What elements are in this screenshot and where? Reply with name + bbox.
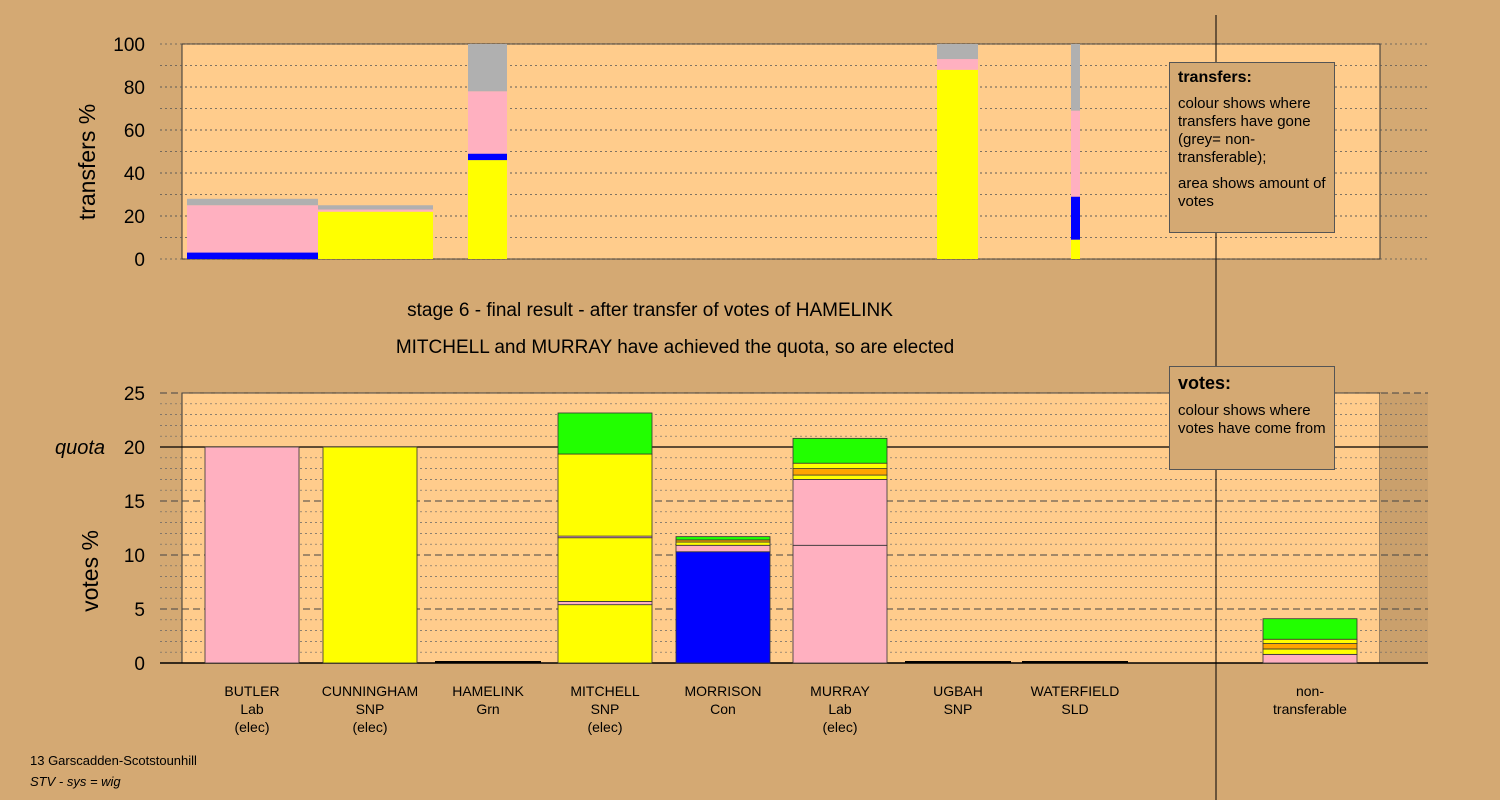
votes-tick-label: 15: [124, 492, 145, 513]
votes-right-margin: [1380, 393, 1428, 663]
candidate-label: (elec): [352, 719, 387, 735]
candidate-label: SNP: [944, 701, 973, 717]
votes-tick-label: 5: [134, 600, 145, 621]
transfers-tick-label: 0: [134, 250, 145, 271]
votes-legend: votes: colour shows where votes have com…: [1169, 366, 1335, 470]
vote-bar-segment: [1262, 643, 1358, 650]
vote-bar-segment: [792, 478, 888, 546]
vote-bar-segment: [675, 536, 771, 541]
vote-bar-segment: [792, 544, 888, 664]
transfer-bar-segment: [468, 160, 507, 259]
footer-ward: 13 Garscadden-Scotstounhill: [30, 753, 197, 768]
votes-y-label: votes %: [77, 530, 103, 612]
transfers-tick-label: 60: [124, 121, 145, 142]
vote-bar-segment: [322, 446, 418, 664]
votes-tick-label: 10: [124, 546, 145, 567]
vote-bar-segment: [557, 412, 653, 455]
vote-bar-segment: [1262, 648, 1358, 655]
transfer-bar-segment: [468, 44, 507, 92]
vote-bar-segment: [675, 544, 771, 553]
transfers-legend-title: transfers:: [1178, 69, 1252, 86]
transfer-bar-segment: [1071, 196, 1080, 240]
candidate-label: Con: [710, 701, 736, 717]
footer-system: STV - sys = wig: [30, 774, 121, 789]
candidate-label: HAMELINK: [452, 683, 524, 699]
transfers-legend: transfers: colour shows where transfers …: [1169, 62, 1335, 233]
candidate-label: Lab: [828, 701, 852, 717]
votes-tick-label: 0: [134, 654, 145, 675]
vote-bar-segment: [204, 446, 300, 664]
transfer-bar-segment: [1071, 44, 1080, 111]
vote-bar-segment: [557, 537, 653, 602]
transfers-tick-label: 80: [124, 78, 145, 99]
vote-bar-segment: [1262, 653, 1358, 664]
transfers-legend-text1: colour shows where transfers have gone (…: [1178, 95, 1311, 166]
transfer-bar-segment: [318, 209, 433, 212]
transfer-bar-segment: [468, 153, 507, 161]
candidate-label: WATERFIELD: [1031, 683, 1120, 699]
vote-bar-segment: [792, 468, 888, 476]
votes-tick-label: 25: [124, 384, 145, 405]
quota-label: quota: [55, 437, 105, 459]
transfer-bar-segment: [318, 211, 433, 259]
vote-bar-segment: [675, 541, 771, 546]
vote-bar-segment: [792, 437, 888, 464]
transfer-bar-segment: [187, 205, 318, 253]
candidate-label: UGBAH: [933, 683, 983, 699]
transfer-bar-segment: [937, 44, 978, 60]
candidate-label: SNP: [356, 701, 385, 717]
stage-title: stage 6 - final result - after transfer …: [407, 300, 893, 321]
candidate-label: MITCHELL: [570, 683, 639, 699]
transfer-bar-segment: [1071, 110, 1080, 197]
transfers-y-label: transfers %: [74, 104, 100, 220]
transfer-bar-segment: [468, 91, 507, 154]
transfer-bar-segment: [187, 252, 318, 259]
candidate-label: CUNNINGHAM: [322, 683, 418, 699]
candidate-label: SLD: [1061, 701, 1088, 717]
transfers-tick-label: 20: [124, 207, 145, 228]
vote-bar-segment: [557, 601, 653, 606]
votes-legend-text1: colour shows where votes have come from: [1178, 402, 1326, 437]
candidate-label: (elec): [587, 719, 622, 735]
candidate-label: (elec): [234, 719, 269, 735]
transfers-legend-text2: area shows amount of votes: [1178, 175, 1326, 210]
vote-bar-segment: [557, 604, 653, 664]
candidate-label: BUTLER: [224, 683, 279, 699]
candidate-label: non-: [1296, 683, 1324, 699]
candidate-label: transferable: [1273, 701, 1347, 717]
vote-bar-segment: [557, 453, 653, 537]
vote-bar-segment: [675, 551, 771, 664]
candidate-label: (elec): [822, 719, 857, 735]
candidate-label: Grn: [476, 701, 499, 717]
vote-bar-segment: [1262, 618, 1358, 640]
candidate-label: MORRISON: [685, 683, 762, 699]
candidate-label: MURRAY: [810, 683, 870, 699]
candidate-label: SNP: [591, 701, 620, 717]
stage-subtitle: MITCHELL and MURRAY have achieved the qu…: [395, 337, 955, 358]
transfer-bar-segment: [937, 59, 978, 70]
transfer-bar-segment: [187, 198, 318, 206]
vote-bar-segment: [792, 462, 888, 470]
transfer-bar-segment: [1071, 239, 1080, 259]
votes-legend-title: votes:: [1178, 373, 1232, 393]
transfer-bar-segment: [318, 205, 433, 210]
vote-bar-segment: [1262, 638, 1358, 644]
transfer-bar-segment: [937, 69, 978, 259]
votes-tick-label: 20: [124, 438, 145, 459]
transfers-tick-label: 100: [113, 35, 145, 56]
candidate-label: Lab: [240, 701, 264, 717]
transfers-tick-label: 40: [124, 164, 145, 185]
vote-bar-segment: [792, 474, 888, 480]
